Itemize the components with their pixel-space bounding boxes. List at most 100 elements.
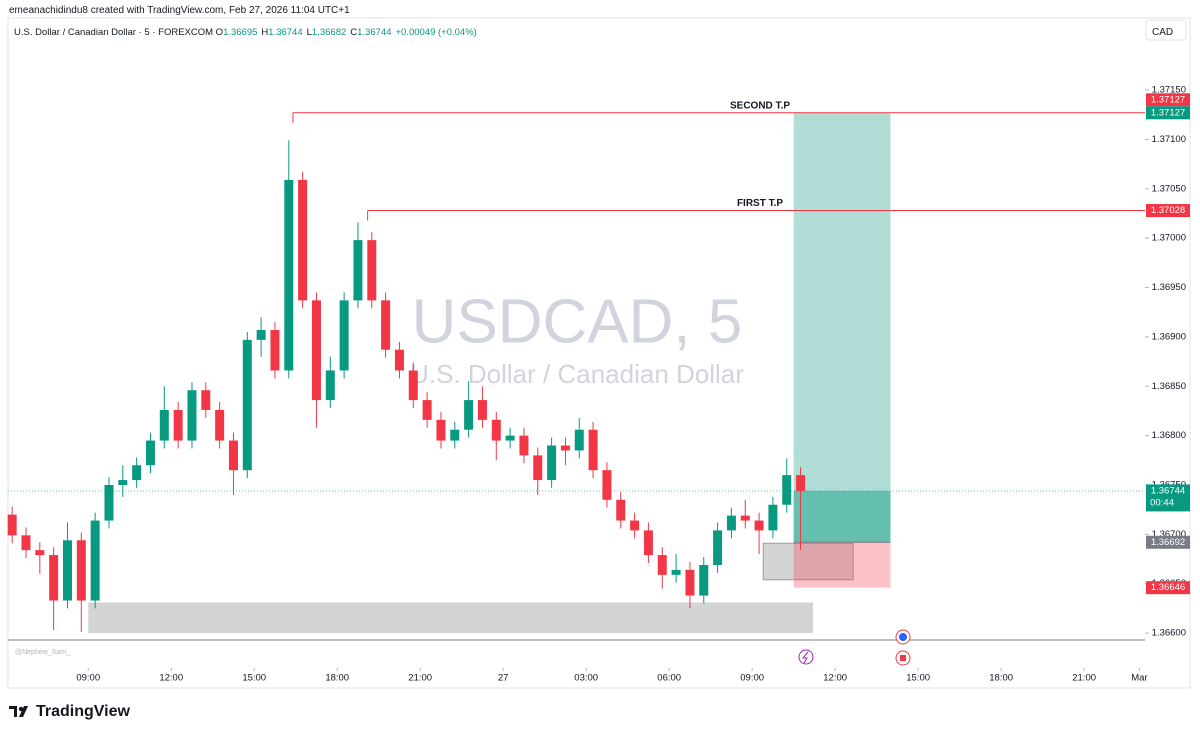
candle-body — [464, 400, 474, 430]
candle-body — [768, 504, 778, 531]
candle-body — [394, 349, 404, 371]
candle-body — [173, 409, 183, 441]
event-icon — [900, 655, 906, 661]
price-tag-label: 1.37127 — [1151, 107, 1185, 118]
candle-body — [436, 419, 446, 441]
candle-body — [311, 300, 321, 401]
candle-body — [104, 484, 114, 521]
candle-body — [422, 400, 432, 420]
caption: emeanachidindu8 created with TradingView… — [9, 5, 350, 16]
y-tick-label: 1.37050 — [1152, 183, 1186, 194]
profit-zone — [793, 112, 891, 543]
candle-body — [671, 569, 681, 575]
watermark-subtitle: U.S. Dollar / Canadian Dollar — [410, 359, 744, 389]
currency-box — [1145, 19, 1187, 41]
currency: CAD — [1152, 27, 1174, 38]
candle-body — [547, 445, 557, 481]
candle-body — [616, 499, 626, 521]
y-tick-label: 1.37000 — [1152, 233, 1186, 244]
y-tick-label: 1.36800 — [1152, 430, 1186, 441]
candle-body — [62, 540, 72, 601]
y-tick-label: 1.37150 — [1152, 85, 1186, 96]
candle-body — [643, 530, 653, 556]
candle-body — [76, 540, 86, 601]
logo-mark — [9, 706, 17, 717]
price-tag — [1146, 106, 1190, 120]
ohlc-value: 1.36682 — [311, 27, 347, 38]
ohlc-label: C — [350, 27, 358, 38]
price-tag-label: 1.36692 — [1151, 537, 1185, 548]
price-tag — [1146, 535, 1190, 549]
y-tick-label: 1.36850 — [1152, 381, 1186, 392]
ohlc-value: 1.36695 — [223, 27, 258, 38]
candle-body — [187, 390, 197, 441]
candle-body — [325, 370, 335, 401]
candle-body — [298, 179, 308, 301]
logo-mark — [18, 706, 24, 712]
y-tick-label: 1.36900 — [1152, 331, 1186, 342]
ohlc-value: 1.36744 — [357, 27, 392, 38]
watermark: USDCAD, 5 — [412, 287, 743, 356]
candle-body — [519, 435, 529, 456]
x-tick-label: 21:00 — [408, 673, 432, 684]
chart-frame — [7, 17, 1191, 689]
logo: TradingView — [9, 703, 131, 720]
price-tag-label: 1.36744 — [1151, 485, 1185, 496]
y-tick-label: 1.36600 — [1152, 628, 1186, 639]
y-tick-label: 1.36700 — [1152, 529, 1186, 540]
candle-body — [505, 435, 515, 441]
legend: U.S. Dollar / Canadian Dollar · 5 · FORE… — [14, 27, 481, 38]
price-tag — [1146, 484, 1190, 512]
open-profit — [793, 490, 891, 543]
x-tick-label: 12:00 — [823, 673, 847, 684]
ohlc-label: H — [261, 27, 269, 38]
candle-body — [49, 555, 59, 601]
candle-body — [588, 429, 598, 471]
x-tick-label: 12:00 — [159, 673, 183, 684]
candle-body — [90, 520, 100, 601]
candle-body — [491, 419, 501, 441]
candle-body — [201, 390, 211, 410]
candle-body — [367, 240, 377, 301]
candle-body — [284, 179, 294, 371]
ohlc-label: O — [215, 27, 224, 38]
candle-body — [242, 339, 252, 471]
candle-body — [685, 569, 695, 596]
candle-body — [215, 409, 225, 441]
x-tick-label: 18:00 — [325, 673, 349, 684]
candle-body — [132, 465, 142, 481]
event-icons — [798, 629, 911, 666]
candles — [7, 140, 806, 633]
candle-body — [782, 475, 792, 505]
event-icon — [899, 633, 907, 641]
candle-body — [118, 480, 128, 485]
countdown: 00:44 — [1150, 497, 1174, 508]
y-tick-label: 1.37100 — [1152, 134, 1186, 145]
candle-body — [7, 514, 17, 536]
x-tick-label: 15:00 — [242, 673, 266, 684]
candle-body — [754, 520, 764, 531]
candle-body — [533, 455, 543, 481]
y-tick-label: 1.36950 — [1152, 282, 1186, 293]
stop-zone — [793, 542, 891, 588]
candle-body — [270, 329, 280, 371]
candle-body — [381, 300, 391, 350]
candle-body — [657, 555, 667, 575]
zone — [88, 602, 814, 634]
candle-body — [602, 470, 612, 500]
event-icon — [801, 651, 809, 664]
candle-body — [726, 515, 736, 531]
candle-body — [21, 535, 31, 551]
price-tag — [1146, 204, 1190, 218]
price-tag — [1146, 93, 1190, 107]
level-label: FIRST T.P — [737, 198, 783, 209]
price-tag-label: 1.37127 — [1151, 94, 1185, 105]
price-tag — [1146, 581, 1190, 595]
candle-body — [574, 429, 584, 451]
ohlc-value: 1.36744 — [268, 27, 303, 38]
logo-mark — [19, 706, 28, 717]
candle-body — [228, 440, 238, 471]
x-tick-label: Mar — [1131, 673, 1147, 684]
x-tick-label: 09:00 — [76, 673, 100, 684]
